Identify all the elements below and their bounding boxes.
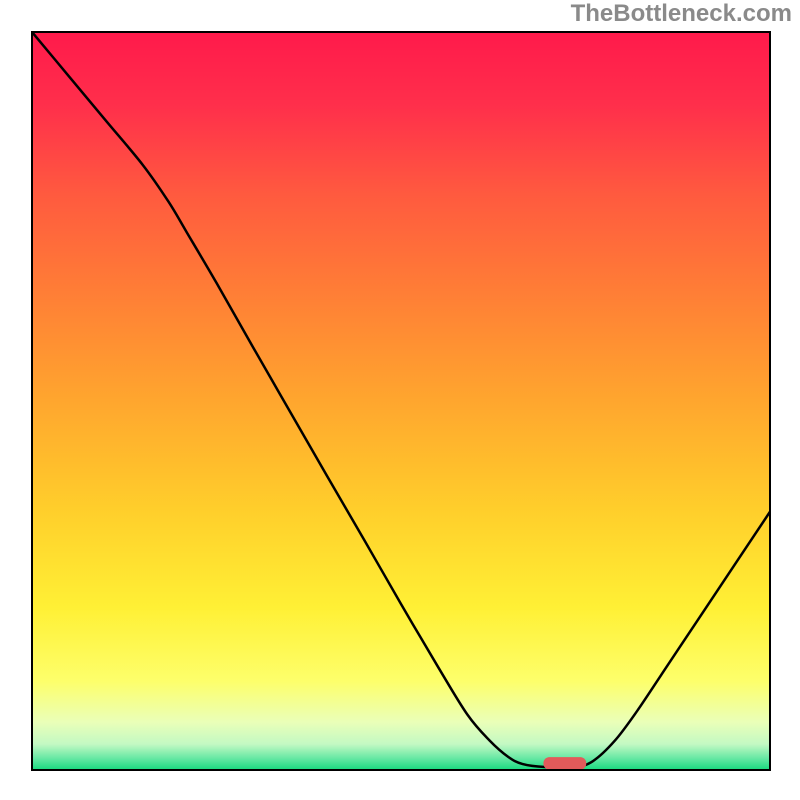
watermark-text: TheBottleneck.com	[571, 0, 792, 28]
plot-background	[32, 32, 770, 770]
bottleneck-chart	[0, 0, 800, 800]
chart-container: TheBottleneck.com	[0, 0, 800, 800]
optimum-marker	[543, 757, 586, 770]
